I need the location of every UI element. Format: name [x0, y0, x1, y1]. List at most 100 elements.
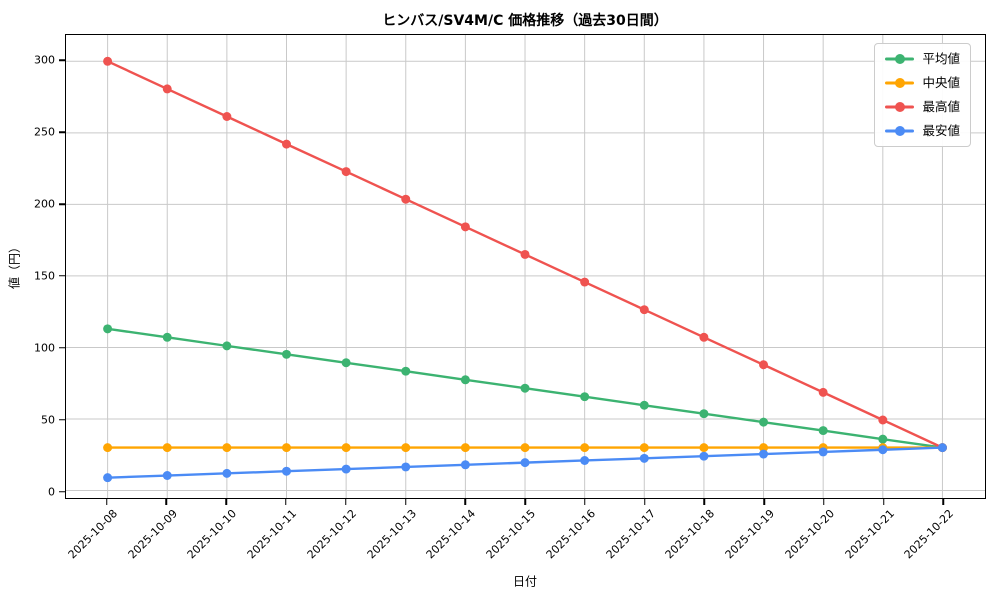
y-tick-mark [59, 275, 65, 277]
x-tick-label: 2025-10-09 [125, 507, 180, 562]
x-tick-mark [344, 499, 347, 505]
data-point [520, 458, 530, 468]
data-point [103, 56, 113, 66]
y-tick-mark [59, 59, 65, 62]
data-point [580, 443, 590, 453]
legend-item-平均値: 平均値 [885, 50, 960, 68]
data-point [520, 383, 530, 393]
data-point [222, 341, 232, 351]
legend-marker-icon [885, 78, 915, 88]
x-tick-mark [105, 499, 108, 505]
x-tick-label: 2025-10-10 [185, 507, 240, 562]
x-tick-mark [464, 499, 466, 505]
data-point [639, 453, 649, 463]
data-point [103, 443, 113, 453]
legend-item-中央値: 中央値 [885, 74, 960, 92]
x-tick-label: 2025-10-12 [304, 507, 359, 562]
data-point [401, 194, 411, 204]
data-point [460, 222, 470, 232]
y-tick-label: 100 [34, 341, 55, 355]
x-tick-label: 2025-10-19 [722, 507, 778, 562]
x-tick-label: 2025-10-17 [603, 507, 658, 562]
x-axis-label: 日付 [512, 574, 538, 589]
data-point [282, 139, 291, 149]
data-point [341, 167, 351, 177]
x-tick-mark [942, 499, 945, 505]
data-point [282, 466, 291, 476]
data-point [580, 456, 590, 465]
data-point [878, 415, 888, 425]
x-tick-mark [524, 499, 526, 505]
data-point [639, 400, 649, 410]
data-point [222, 468, 232, 478]
x-tick-label: 2025-10-14 [424, 507, 479, 562]
x-tick-mark [225, 499, 227, 505]
y-tick-mark [59, 418, 65, 421]
data-point [580, 277, 590, 287]
x-tick-mark [285, 499, 287, 505]
legend: 平均値中央値最高値最安値 [874, 43, 971, 147]
x-tick-label: 2025-10-15 [483, 507, 539, 562]
data-point [401, 462, 411, 472]
data-point [699, 409, 709, 419]
y-tick-mark [59, 131, 65, 133]
data-point [520, 249, 530, 259]
x-tick-mark [703, 499, 706, 505]
data-point [341, 443, 351, 453]
y-tick-mark [59, 347, 65, 349]
legend-item-最高値: 最高値 [885, 98, 960, 116]
data-point [162, 471, 172, 480]
data-point [759, 360, 769, 370]
data-point [699, 332, 709, 342]
data-point [341, 358, 351, 368]
data-point [580, 392, 590, 402]
y-tick-label: 300 [34, 53, 55, 67]
data-point [222, 112, 232, 121]
y-tick-mark [59, 490, 65, 493]
x-tick-label: 2025-10-22 [902, 507, 957, 562]
x-tick-label: 2025-10-16 [543, 507, 598, 562]
data-point [639, 305, 649, 315]
data-point [103, 473, 113, 483]
data-point [759, 449, 769, 459]
x-tick-mark [763, 499, 765, 505]
data-point [460, 375, 470, 385]
legend-label: 中央値 [922, 74, 960, 90]
x-tick-label: 2025-10-08 [65, 507, 120, 562]
x-tick-mark [584, 499, 586, 505]
x-tick-mark [643, 499, 646, 505]
data-point [460, 443, 470, 453]
x-tick-mark [404, 499, 407, 505]
plot-area: 平均値中央値最高値最安値 [65, 34, 986, 499]
x-tick-label: 2025-10-11 [244, 507, 300, 562]
data-point [162, 84, 172, 94]
data-point [282, 349, 291, 359]
data-point [103, 324, 113, 334]
plot-canvas [66, 35, 985, 498]
legend-label: 平均値 [922, 50, 960, 66]
data-point [401, 366, 411, 376]
legend-label: 最高値 [922, 98, 960, 114]
legend-marker-icon [885, 126, 915, 136]
data-point [818, 387, 828, 397]
x-tick-label: 2025-10-20 [782, 507, 838, 562]
data-point [460, 460, 470, 470]
data-point [341, 464, 351, 474]
x-tick-label: 2025-10-18 [663, 507, 718, 562]
data-point [222, 443, 232, 453]
y-tick-label: 50 [41, 413, 55, 427]
data-point [878, 445, 888, 455]
legend-marker-icon [885, 54, 915, 64]
y-tick-label: 250 [34, 125, 55, 139]
data-point [937, 443, 947, 453]
data-point [818, 426, 828, 436]
data-point [818, 447, 828, 457]
legend-marker-icon [885, 102, 915, 112]
data-point [162, 332, 172, 342]
data-point [878, 434, 888, 444]
data-point [401, 443, 411, 453]
legend-label: 最安値 [922, 122, 960, 138]
legend-item-最安値: 最安値 [885, 122, 960, 140]
data-point [759, 443, 769, 453]
chart-title: ヒンバス/SV4M/C 価格推移（過去30日間） [382, 13, 668, 29]
